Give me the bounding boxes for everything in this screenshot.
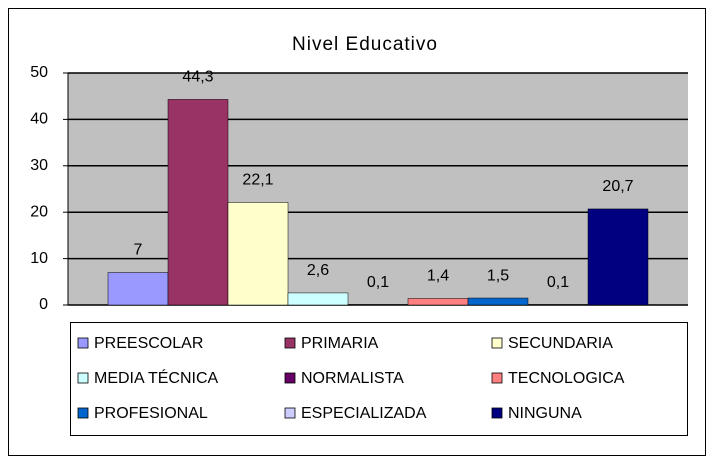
bar (587, 208, 649, 306)
legend-label: PRIMARIA (301, 335, 379, 352)
bar (407, 298, 469, 306)
legend-swatch (284, 337, 296, 349)
data-label: 20,7 (602, 178, 633, 195)
legend-label: ESPECIALIZADA (301, 405, 427, 422)
legend-label: SECUNDARIA (508, 335, 613, 352)
legend-swatch (491, 372, 503, 384)
legend-label: NINGUNA (508, 405, 582, 422)
data-label: 7 (134, 242, 143, 259)
bar (167, 99, 229, 306)
data-label: 0,1 (367, 274, 389, 291)
data-label: 44,3 (182, 69, 213, 86)
legend-swatch (77, 407, 89, 419)
chart-title: Nivel Educativo (292, 34, 438, 55)
data-label: 0,1 (547, 274, 569, 291)
legend-label: MEDIA TÉCNICA (94, 368, 219, 387)
data-label: 1,4 (427, 268, 449, 285)
legend-swatch (77, 372, 89, 384)
y-tick-label: 20 (30, 203, 48, 220)
bar (287, 292, 349, 306)
y-tick-label: 30 (30, 157, 48, 174)
y-tick-label: 0 (39, 296, 48, 313)
data-label: 2,6 (307, 262, 329, 279)
legend-label: NORMALISTA (301, 370, 404, 387)
legend-box (70, 322, 688, 436)
legend-swatch (491, 407, 503, 419)
y-tick-label: 10 (30, 250, 48, 267)
legend-label: PROFESIONAL (94, 405, 208, 422)
data-label: 22,1 (242, 172, 273, 189)
bar (107, 272, 169, 306)
legend-swatch (284, 407, 296, 419)
y-tick-label: 40 (30, 111, 48, 128)
legend-swatch (284, 372, 296, 384)
legend-swatch (77, 337, 89, 349)
legend-label: PREESCOLAR (94, 335, 203, 352)
y-tick-label: 50 (30, 64, 48, 81)
legend-label: TECNOLOGICA (508, 370, 625, 387)
bar (467, 297, 529, 306)
data-label: 1,5 (487, 267, 509, 284)
bar (227, 202, 289, 306)
legend-swatch (491, 337, 503, 349)
